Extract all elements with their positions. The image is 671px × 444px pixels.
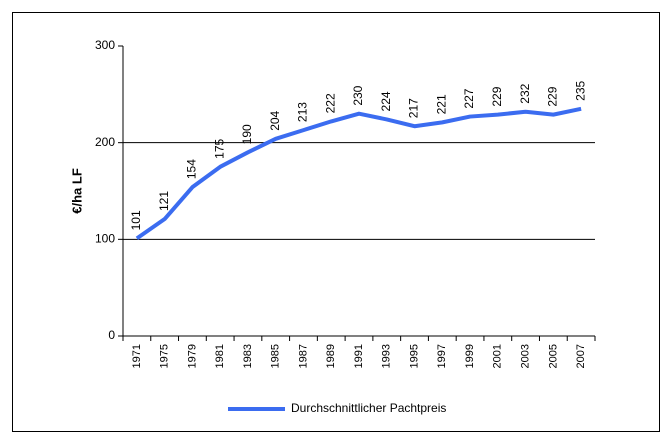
x-tick-label: 1975 bbox=[159, 344, 171, 368]
x-tick-label: 1989 bbox=[325, 344, 337, 368]
data-line bbox=[135, 106, 582, 241]
x-tick-label: 1979 bbox=[186, 344, 198, 368]
data-label: 229 bbox=[546, 86, 560, 106]
data-label: 229 bbox=[490, 86, 504, 106]
data-label: 154 bbox=[185, 159, 199, 179]
data-label: 204 bbox=[268, 110, 282, 130]
x-tick-label: 2003 bbox=[519, 344, 531, 368]
y-tick-label: 100 bbox=[95, 232, 115, 246]
legend-label: Durchschnittlicher Pachtpreis bbox=[291, 401, 446, 415]
x-tick-label: 2007 bbox=[575, 344, 587, 368]
data-label: 235 bbox=[573, 80, 587, 100]
x-tick-label: 1993 bbox=[381, 344, 393, 368]
data-label: 175 bbox=[212, 138, 226, 158]
x-tick-label: 1987 bbox=[297, 344, 309, 368]
data-label: 227 bbox=[462, 88, 476, 108]
chart-frame bbox=[12, 12, 660, 432]
y-tick-label: 300 bbox=[95, 38, 115, 52]
x-tick-label: 2001 bbox=[492, 344, 504, 368]
x-tick-label: 1985 bbox=[270, 344, 282, 368]
data-label: 230 bbox=[351, 85, 365, 105]
data-label: 217 bbox=[407, 98, 421, 118]
y-tick-label: 0 bbox=[108, 328, 115, 342]
data-label: 190 bbox=[240, 124, 254, 144]
data-label: 222 bbox=[323, 93, 337, 113]
data-label: 213 bbox=[296, 102, 310, 122]
x-tick-label: 1981 bbox=[214, 344, 226, 368]
data-label: 221 bbox=[434, 94, 448, 114]
x-tick-label: 1983 bbox=[242, 344, 254, 368]
x-tick-label: 1995 bbox=[408, 344, 420, 368]
data-label: 224 bbox=[379, 91, 393, 111]
x-tick-label: 2005 bbox=[547, 344, 559, 368]
data-label: 101 bbox=[129, 210, 143, 230]
x-tick-label: 1997 bbox=[436, 344, 448, 368]
x-tick-label: 1971 bbox=[131, 344, 143, 368]
x-tick-label: 1999 bbox=[464, 344, 476, 368]
y-axis-label: €/ha LF bbox=[69, 168, 84, 214]
data-label: 232 bbox=[518, 83, 532, 103]
y-tick-label: 200 bbox=[95, 135, 115, 149]
x-tick-label: 1991 bbox=[353, 344, 365, 368]
data-label: 121 bbox=[157, 191, 171, 211]
